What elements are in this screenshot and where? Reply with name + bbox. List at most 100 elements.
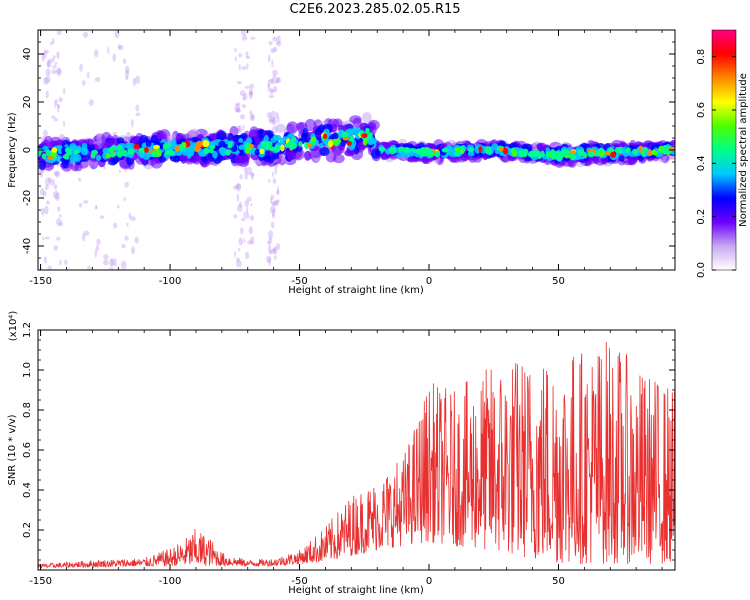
spectrogram-scatter [272, 85, 278, 93]
spectrogram-scatter [235, 260, 242, 268]
spectrogram-blob [344, 149, 355, 157]
spectrogram-blob [212, 150, 218, 159]
spectrogram-blob [145, 139, 152, 148]
spectrogram-scatter [271, 200, 278, 205]
spectrogram-blob [216, 131, 227, 141]
spectrogram-scatter [249, 91, 254, 96]
spectrogram-scatter [246, 196, 252, 202]
spectrogram-blob [484, 148, 491, 154]
spectrogram-scatter [244, 200, 250, 207]
spectrogram-scatter [49, 41, 54, 45]
spectrogram-scatter [135, 112, 141, 117]
spectrogram-scatter [237, 247, 241, 252]
spectrogram-scatter [274, 166, 278, 175]
spectrogram-blob [144, 146, 149, 153]
spectrogram-blob [120, 149, 128, 157]
spectrogram-blob [307, 142, 313, 148]
spectrogram-scatter [54, 170, 61, 178]
spectrogram-blob [263, 134, 269, 144]
spectrogram-blob [238, 144, 245, 151]
spectrogram-scatter [124, 65, 130, 74]
spectrogram-blob [153, 144, 161, 149]
spectrogram-blob [454, 150, 461, 156]
spectrogram-blob [201, 155, 208, 163]
spectrogram-scatter [266, 112, 272, 118]
spectrogram-scatter [95, 205, 98, 210]
spectrogram-scatter [44, 177, 51, 186]
spectrogram-scatter [270, 116, 276, 122]
spectrogram-scatter [268, 236, 273, 245]
spectrogram-scatter [53, 190, 59, 200]
spectrogram-blob [361, 133, 368, 139]
spectrogram-blob [208, 133, 218, 140]
spectrogram-scatter [58, 221, 64, 227]
spectrogram-blob [261, 141, 267, 148]
spectrogram-scatter [240, 217, 246, 222]
spectrogram-blob [460, 149, 465, 154]
spectrogram-blob [95, 154, 102, 161]
spectrogram-scatter [269, 198, 273, 204]
spectrogram-blob [291, 136, 297, 143]
spectrogram-scatter [249, 83, 255, 89]
spectrogram-blob [397, 146, 405, 152]
spectrogram-blob [225, 149, 231, 156]
spectrogram-blob [490, 143, 499, 151]
spectrogram-scatter [269, 79, 274, 83]
spectrogram-scatter [94, 77, 101, 83]
spectrogram-scatter [113, 261, 117, 267]
spectrogram-scatter [134, 236, 139, 244]
spectrogram-scatter [59, 214, 62, 218]
spectrogram-scatter [269, 205, 276, 214]
colorbar-tick-label: 0.8 [696, 49, 707, 65]
spectrogram-blob [625, 147, 631, 153]
spectrogram-blob [534, 149, 539, 155]
spectrogram-blob [174, 145, 180, 153]
spectrogram-scatter [272, 74, 277, 80]
x-tick-label: -150 [29, 576, 52, 587]
snr-ticks: -150 -100 -50 0 50 0.2 0.4 0.6 0.8 1.0 1.2 [22, 322, 675, 587]
spectrogram-scatter [130, 246, 136, 255]
spectrogram-scatter [64, 259, 68, 265]
spectrogram-scatter [107, 46, 110, 54]
spectrogram-scatter [272, 177, 277, 184]
spectrogram-scatter [47, 265, 52, 270]
spectrogram-scatter [57, 104, 61, 108]
y-tick-label: 20 [22, 96, 33, 109]
spectrogram-scatter [46, 60, 52, 68]
spectrogram-scatter [245, 206, 249, 215]
spectrogram-scatter [125, 70, 129, 78]
spectrogram-scatter [78, 202, 83, 208]
y-tick-label: 0.2 [22, 522, 33, 538]
spectrogram-blob [259, 148, 265, 155]
spectrogram-scatter [242, 93, 248, 101]
spectrogram-blob [244, 143, 250, 149]
spectrogram-blob [108, 146, 114, 154]
spectrogram-blob [41, 153, 47, 160]
spectrogram-scatter [273, 254, 277, 260]
spectrogram-blob [323, 133, 328, 140]
spectrogram-blob [73, 149, 80, 155]
x-tick-label: -100 [159, 276, 182, 287]
spectrogram-scatter [43, 76, 49, 86]
spectrogram-scatter [248, 88, 253, 96]
snr-ylabel: SNR (10 * v/v) [7, 414, 18, 485]
spectrogram-scatter [247, 240, 253, 245]
spectrogram-scatter [103, 254, 109, 260]
spectrogram-scatter [234, 56, 237, 62]
spectrogram-scatter [42, 190, 47, 197]
y-tick-label: 1.2 [22, 322, 33, 338]
spectrogram-scatter [271, 116, 277, 126]
spectrogram-blob [228, 141, 233, 149]
spectrogram-scatter [112, 222, 118, 229]
spectrogram-blob [502, 147, 509, 155]
spectrogram-blob [75, 154, 82, 162]
spectrogram-scatter [238, 201, 243, 208]
spectrogram-scatter [240, 227, 244, 235]
spectrogram-scatter [243, 239, 246, 243]
spectrogram-scatter [43, 49, 49, 55]
spectrogram-scatter [43, 50, 47, 59]
spectrogram-blob [254, 149, 261, 156]
spectrogram-scatter [270, 78, 275, 85]
spectrogram-scatter [40, 207, 45, 216]
spectrogram-scatter [82, 31, 89, 38]
